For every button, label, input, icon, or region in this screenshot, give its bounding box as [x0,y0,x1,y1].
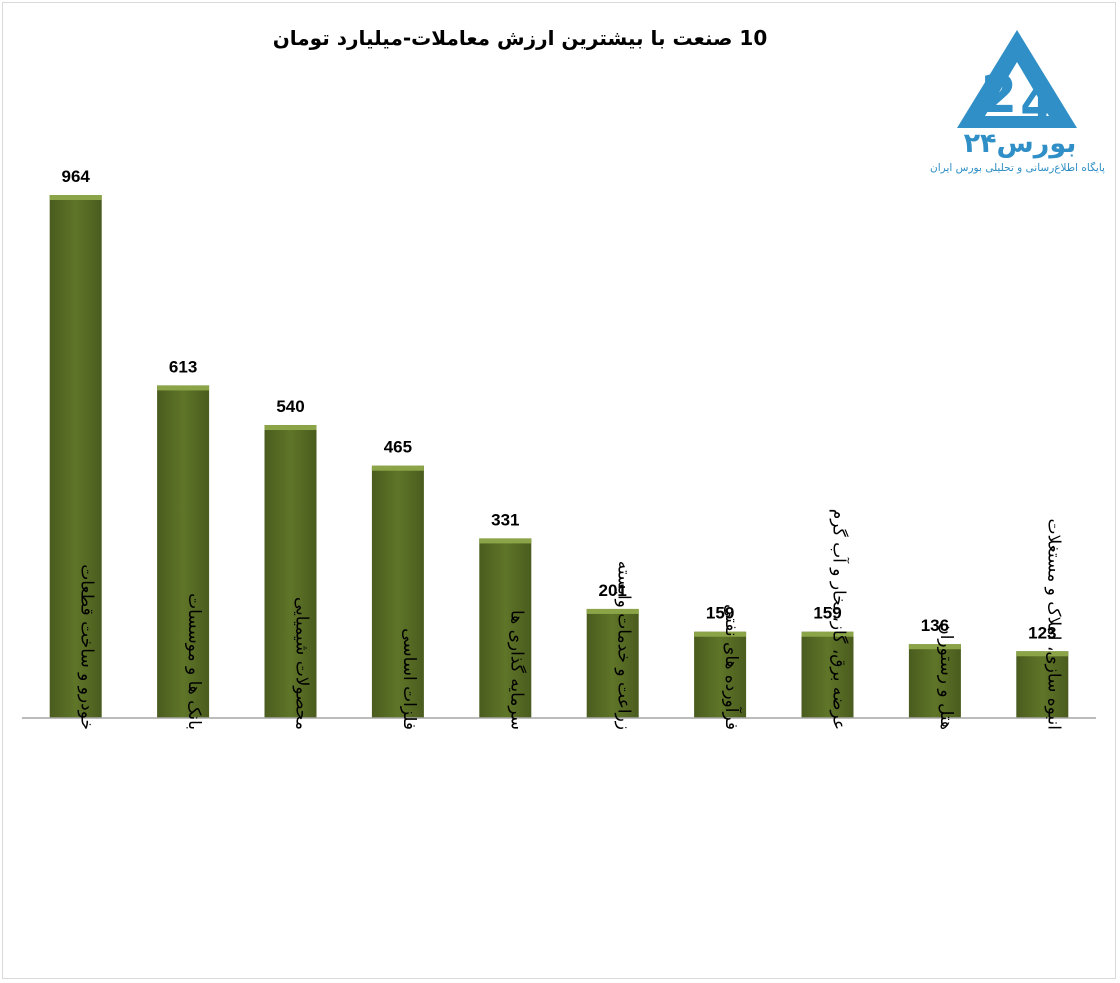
category-label-3: محصولات شیمیایی [292,597,312,730]
data-label-6: 201 [599,581,627,600]
bar-cap-5 [479,538,532,544]
category-label-9: هتل و رستوران [936,622,956,730]
data-label-9: 136 [921,616,949,635]
data-label-4: 465 [384,438,412,457]
data-label-2: 613 [169,357,197,376]
bar-cap-8 [801,631,854,637]
bourse24-logo-icon: 2 4 [957,30,1077,132]
category-label-1: خودرو و ساخت قطعات [77,564,97,730]
data-label-3: 540 [276,397,304,416]
data-label-1: 964 [62,167,91,186]
category-label-2: بانک ها و موسسات [184,593,204,730]
data-label-5: 331 [491,510,519,529]
data-label-7: 159 [706,604,734,623]
bar-9 [908,644,961,718]
bar-1 [49,195,102,718]
logo-tagline: پایگاه اطلاع‌رسانی و تحلیلی بورس ایران [930,162,1105,174]
bar-cap-6 [586,608,639,614]
bar-7 [694,631,747,718]
bar-10 [1016,651,1069,718]
category-label-10: انبوه سازی، املاک و مستغلات [1043,519,1063,730]
category-label-4: فلزات اساسی [399,628,419,730]
bar-2 [157,385,210,718]
bar-cap-2 [157,385,210,391]
bar-6 [586,608,639,718]
data-label-10: 123 [1028,623,1056,642]
data-label-8: 159 [813,604,841,623]
bar-cap-10 [1016,651,1069,657]
bar-cap-9 [908,644,961,650]
category-label-6: زراعت و خدمات وابسته [614,561,634,730]
bar-5 [479,538,532,718]
bar-cap-4 [371,465,424,471]
bar-cap-1 [49,195,102,200]
bar-8 [801,631,854,718]
bar-4 [371,465,424,718]
category-label-5: سرمایه گذاری ها [506,610,527,730]
logo-wordmark: بورس۲۴ [963,128,1077,159]
bar-cap-3 [264,425,317,431]
category-label-8: عرضه برق، گاز، بخار و آب گرم [829,509,851,730]
svg-text:4: 4 [1020,76,1053,132]
bar-cap-7 [694,631,747,637]
svg-text:2: 2 [981,65,1017,125]
chart-title: 10 صنعت با بیشترین ارزش معاملات-میلیارد … [272,26,768,50]
category-label-7: فرآورده های نفتی [721,604,743,730]
bar-3 [264,425,317,718]
